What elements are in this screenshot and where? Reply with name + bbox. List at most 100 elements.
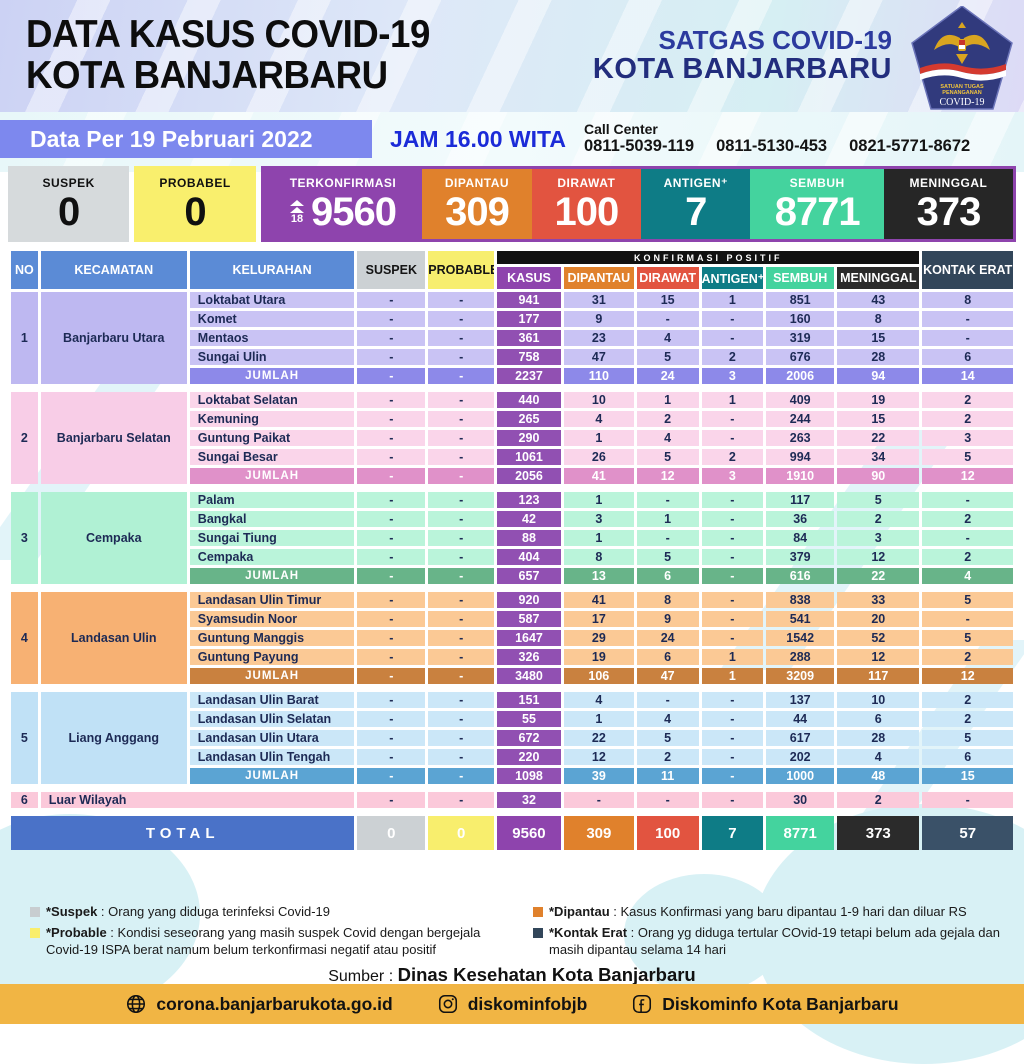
source-prefix: Sumber :	[328, 968, 398, 985]
jumlah-value: 90	[837, 468, 920, 484]
footer-website: corona.banjarbarukota.go.id	[125, 993, 393, 1015]
value-cell: 1	[701, 392, 764, 408]
value-cell: 5	[922, 592, 1013, 608]
stat-label-dirawat: DIRAWAT	[557, 176, 616, 190]
legend-color-swatch	[30, 907, 40, 917]
kasus-cell: 404	[497, 549, 561, 565]
jumlah-value: 47	[636, 668, 699, 684]
value-cell: -	[922, 311, 1013, 327]
value-cell: 5	[922, 630, 1013, 646]
kasus-cell: 2237	[497, 368, 561, 384]
table-header-row-1: NO KECAMATAN KELURAHAN SUSPEK PROBABLE KONFIR…	[11, 251, 1013, 289]
value-cell: 5	[837, 492, 920, 508]
legend-color-swatch	[533, 927, 543, 938]
source-name: Dinas Kesehatan Kota Banjarbaru	[397, 964, 696, 985]
value-cell: 851	[766, 292, 835, 308]
value-cell: 2	[922, 692, 1013, 708]
globe-icon	[127, 994, 146, 1014]
table-row: Sungai Tiung - -88 1- -84 3-	[11, 530, 1013, 546]
value-cell: -	[701, 630, 764, 646]
total-label: TOTAL	[11, 816, 355, 850]
value-cell: -	[636, 492, 699, 508]
legend-right-column: *Dipantau : Kasus Konfirmasi yang baru d…	[533, 904, 1000, 963]
table-row: Kemuning - -265 4 2-244 15 2	[11, 411, 1013, 427]
table-row: 4 Landasan Ulin Landasan Ulin Timur - -920 41…	[11, 592, 1013, 684]
value-cell: 2	[701, 349, 764, 365]
value-cell: -	[701, 711, 764, 727]
kelurahan-name: Guntung Payung	[189, 649, 355, 665]
jumlah-value: -	[701, 768, 764, 784]
increase-indicator: 18	[289, 199, 304, 225]
legend: *Suspek : Orang yang diduga terinfeksi C…	[30, 904, 1000, 963]
satgas-line-2: KOTA BANJARBARU	[592, 53, 892, 86]
total-row: TOTAL 0 0 9560 309 100 7 8771 373 57	[11, 816, 1013, 850]
value-cell: 19	[837, 392, 920, 408]
legend-term: *Suspek	[46, 904, 98, 919]
row-number: 3	[11, 492, 38, 584]
title-line-1: DATA KASUS COVID-19	[26, 13, 430, 57]
table-row: Sungai Ulin - -758 47 5 2 676 28 6	[11, 349, 1013, 365]
value-cell: 29	[563, 630, 634, 646]
jumlah-value: 1000	[766, 768, 835, 784]
value-cell: -	[428, 592, 495, 608]
jumlah-value: 6	[636, 568, 699, 584]
kecamatan-name: Cempaka	[40, 492, 187, 584]
jumlah-value: 41	[563, 468, 634, 484]
value-cell: -	[428, 792, 495, 808]
kecamatan-name: Banjarbaru Selatan	[40, 392, 187, 484]
value-cell: 4	[636, 430, 699, 446]
kasus-cell: 657	[497, 568, 561, 584]
value-cell: 838	[766, 592, 835, 608]
jumlah-value: 117	[837, 668, 920, 684]
kecamatan-name: Banjarbaru Utara	[40, 292, 187, 384]
value-cell: 30	[766, 792, 835, 808]
value-cell: -	[357, 392, 426, 408]
value-cell: 2	[922, 549, 1013, 565]
value-cell: -	[428, 530, 495, 546]
table-row: Komet - -177 9- -160 8-	[11, 311, 1013, 327]
value-cell: -	[357, 592, 426, 608]
jumlah-value: 1910	[766, 468, 835, 484]
kasus-cell: 941	[497, 292, 561, 308]
value-cell: -	[428, 449, 495, 465]
value-cell: -	[701, 692, 764, 708]
value-cell: -	[701, 411, 764, 427]
value-cell: 3	[563, 511, 634, 527]
kasus-cell: 55	[497, 711, 561, 727]
value-cell: -	[357, 511, 426, 527]
col-header-no: NO	[11, 251, 38, 289]
stat-value-row-dirawat: 100	[554, 192, 619, 232]
confirmed-stats-group: TERKONFIRMASI 18 9560 DIPANTAU 309 DIRAWAT 100…	[260, 166, 1017, 242]
value-cell: -	[701, 530, 764, 546]
value-cell: -	[428, 292, 495, 308]
value-cell: 2	[922, 511, 1013, 527]
col-header-kelurahan: KELURAHAN	[189, 251, 355, 289]
value-cell: 19	[563, 649, 634, 665]
total-value: 9560	[497, 816, 561, 850]
summary-stats-row: SUSPEK 0 PROBABEL 0 TERKONFIRMASI 18 9560 DIPAN…	[8, 166, 1017, 242]
value-cell: -	[922, 492, 1013, 508]
total-value: 0	[428, 816, 495, 850]
jumlah-value: -	[701, 568, 764, 584]
value-cell: 31	[563, 292, 634, 308]
value-cell: -	[428, 349, 495, 365]
value-cell: 244	[766, 411, 835, 427]
jumlah-label: JUMLAH	[189, 368, 355, 384]
kelurahan-name: Mentaos	[189, 330, 355, 346]
page-header: DATA KASUS COVID-19 KOTA BANJARBARU SATG…	[0, 0, 1024, 112]
value-cell: 10	[563, 392, 634, 408]
stat-meninggal: MENINGGAL 373	[883, 169, 1014, 239]
value-cell: 26	[563, 449, 634, 465]
value-cell: 1	[563, 530, 634, 546]
value-cell: -	[922, 530, 1013, 546]
phone-number-3: 0821-5771-8672	[849, 137, 971, 156]
value-cell: 994	[766, 449, 835, 465]
decor-blob	[624, 874, 784, 994]
jumlah-value: -	[357, 368, 426, 384]
total-value: 309	[563, 816, 634, 850]
jumlah-value: 22	[837, 568, 920, 584]
section-spacer	[11, 787, 1013, 789]
value-cell: -	[428, 749, 495, 765]
value-cell: -	[922, 611, 1013, 627]
value-cell: 20	[837, 611, 920, 627]
